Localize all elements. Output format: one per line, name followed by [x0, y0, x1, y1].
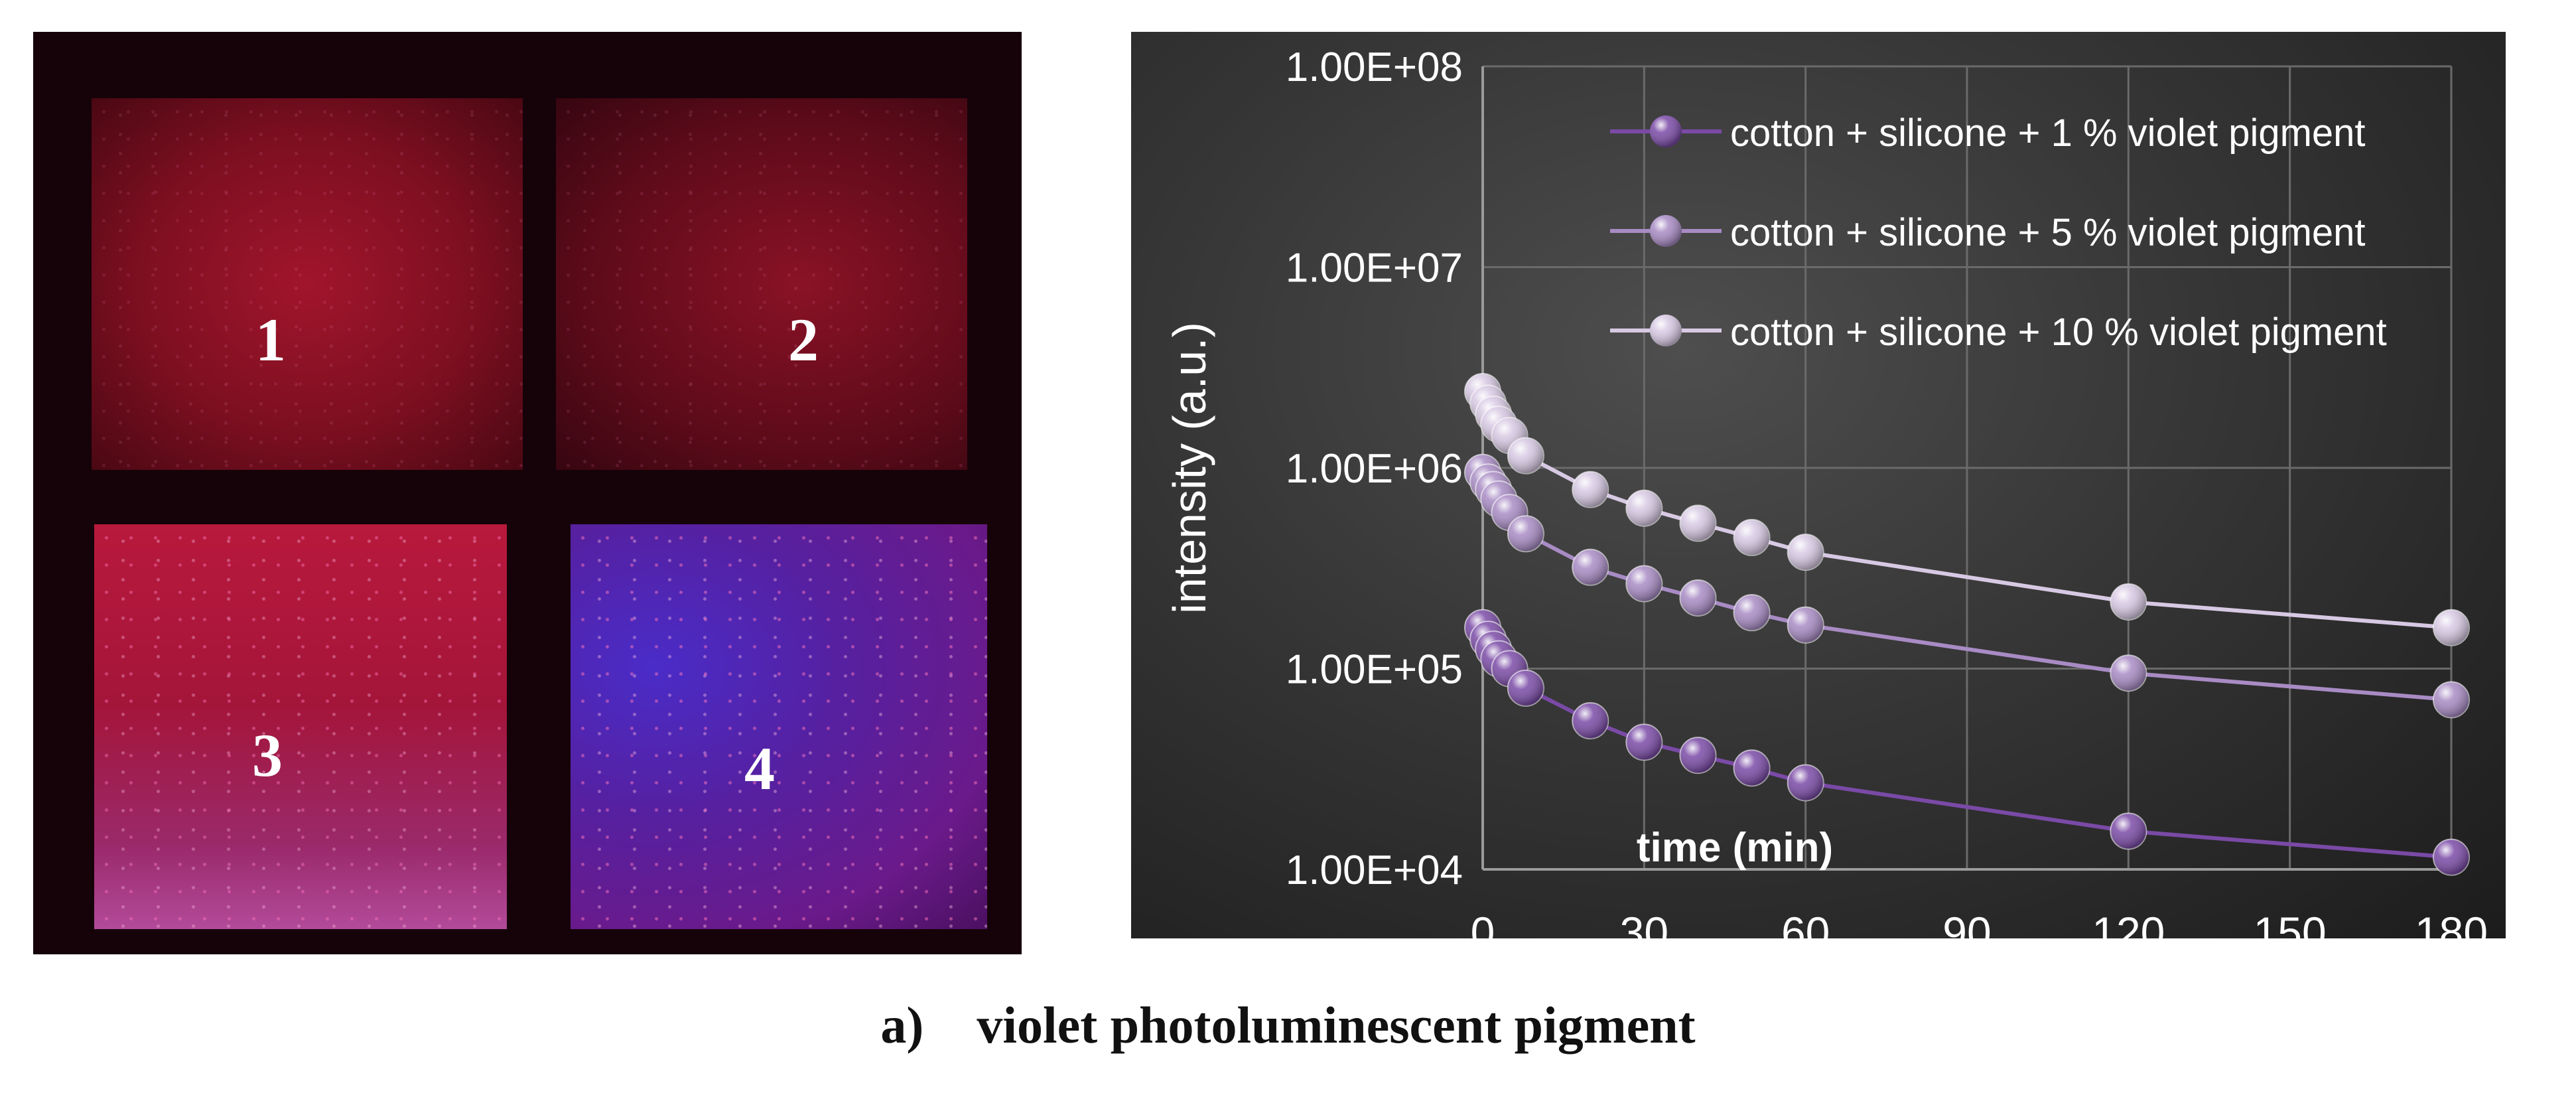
x-tick-label: 180 [2415, 908, 2488, 938]
data-point [1679, 737, 1717, 774]
data-point-shade [1626, 724, 1662, 761]
data-point [1787, 534, 1824, 571]
sample-label-4: 4 [744, 735, 775, 802]
sample-swatch-3 [94, 524, 507, 929]
sample-swatch-2 [556, 98, 967, 470]
data-point-shade [1787, 765, 1824, 801]
data-point [1625, 723, 1663, 761]
decay-chart: 0 30 60 90 120 150 180 1.00E+04 1.00E+05 1.00E+06… [1131, 32, 2506, 938]
data-point [1507, 437, 1544, 475]
data-point-shade [1733, 519, 1770, 555]
data-point-shade [1680, 579, 1716, 616]
data-point [1572, 471, 1609, 508]
data-point-shade [2110, 655, 2147, 692]
legend: cotton + silicone + 1 % violet pigment co… [1610, 111, 2387, 354]
data-point-shade [1507, 437, 1544, 474]
legend-label: cotton + silicone + 10 % violet pigment [1730, 311, 2387, 354]
legend-marker-shade [1650, 115, 1682, 147]
data-point-shade [2110, 813, 2147, 849]
series [1464, 372, 2470, 876]
x-tick-label: 120 [2092, 908, 2165, 938]
data-point [1733, 518, 1771, 556]
data-point [2433, 609, 2470, 646]
sample-label-1: 1 [255, 306, 286, 374]
data-point-shade [1572, 703, 1609, 739]
sample-label-2: 2 [788, 306, 819, 374]
data-point [1507, 669, 1544, 707]
data-point [1733, 594, 1771, 632]
sample-photo: 1 2 3 4 [33, 32, 1022, 954]
data-point [1679, 504, 1717, 542]
data-point-shade [2433, 609, 2469, 646]
data-point-shade [1733, 750, 1770, 786]
x-tick-label: 150 [2254, 908, 2327, 938]
data-point [2110, 812, 2147, 850]
data-point-shade [1733, 595, 1770, 631]
data-point-shade [1680, 505, 1716, 542]
y-tick-label: 1.00E+05 [1286, 647, 1463, 693]
x-tick-label: 60 [1781, 908, 1830, 938]
chart-canvas: 0 30 60 90 120 150 180 1.00E+04 1.00E+05 1.00E+06… [1164, 44, 2488, 938]
data-point [2433, 838, 2470, 876]
figure-caption: a) violet photoluminescent pigment [0, 995, 2576, 1055]
data-point-shade [1787, 534, 1824, 571]
data-point [1787, 764, 1824, 802]
data-point [1625, 565, 1663, 603]
grid [1481, 65, 2453, 871]
data-point [1507, 515, 1544, 553]
data-point-shade [1572, 471, 1609, 508]
data-point-shade [1572, 549, 1609, 585]
legend-label: cotton + silicone + 5 % violet pigment [1730, 211, 2366, 254]
data-point-shade [1787, 607, 1824, 643]
data-point-shade [1507, 670, 1544, 706]
y-tick-label: 1.00E+04 [1286, 847, 1463, 893]
data-point [1572, 548, 1609, 586]
data-point-shade [2433, 682, 2469, 718]
x-tick-label: 30 [1620, 908, 1668, 938]
caption-letter: a) [880, 996, 924, 1054]
sample-label-3: 3 [252, 721, 283, 789]
legend-label: cotton + silicone + 1 % violet pigment [1730, 111, 2366, 155]
data-point [2433, 681, 2470, 719]
data-point [1625, 489, 1663, 527]
y-tick-label: 1.00E+08 [1286, 44, 1463, 90]
data-point [2110, 654, 2147, 692]
data-point-shade [2110, 583, 2147, 620]
y-axis-title: intensity (a.u.) [1164, 322, 1215, 614]
x-tick-label: 0 [1471, 908, 1495, 938]
y-tick-label: 1.00E+06 [1286, 446, 1463, 492]
data-point [1787, 606, 1824, 644]
legend-marker-shade [1650, 315, 1682, 346]
y-tick-label: 1.00E+07 [1286, 246, 1463, 291]
data-point-shade [1507, 516, 1544, 552]
axes: 0 30 60 90 120 150 180 1.00E+04 1.00E+05 1.00E+06… [1164, 44, 2488, 938]
legend-marker-shade [1650, 215, 1682, 247]
data-point-shade [1626, 490, 1662, 526]
data-point [1679, 579, 1717, 617]
data-point-shade [2433, 839, 2469, 875]
caption-text: violet photoluminescent pigment [977, 996, 1696, 1054]
data-point [1572, 702, 1609, 740]
x-axis-title: time (min) [1637, 825, 1833, 871]
data-point-shade [1680, 737, 1716, 774]
sample-swatch-4 [571, 524, 987, 929]
data-point-shade [1626, 565, 1662, 602]
sample-swatch-1 [92, 98, 523, 470]
data-point [1733, 749, 1771, 787]
data-point [2110, 583, 2147, 621]
x-tick-label: 90 [1942, 908, 1991, 938]
